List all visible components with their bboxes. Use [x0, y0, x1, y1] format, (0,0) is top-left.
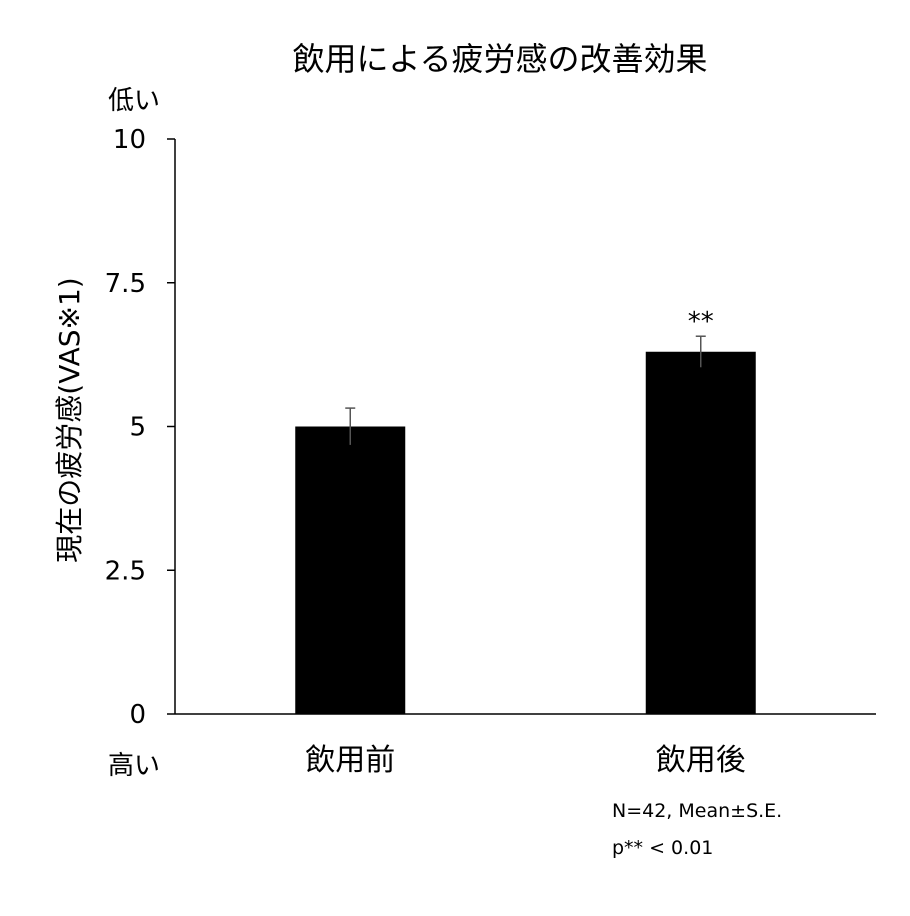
x-tick-label: 飲用前: [305, 743, 395, 778]
y-tick-label: 5: [129, 413, 146, 443]
chart-title: 飲用による疲労感の改善効果: [292, 40, 708, 78]
y-tick-label: 2.5: [105, 556, 146, 586]
note-significance: p** < 0.01: [612, 837, 714, 859]
y-tick-label: 7.5: [105, 269, 146, 299]
y-tick-label: 10: [113, 125, 146, 155]
x-tick-label: 飲用後: [656, 743, 746, 778]
bar: [645, 351, 756, 714]
note-sample: N=42, Mean±S.E.: [612, 800, 783, 822]
y-bottom-label: 高い: [108, 751, 161, 781]
significance-label: **: [688, 307, 714, 337]
y-tick-label: 0: [129, 700, 146, 730]
y-top-label: 低い: [108, 86, 161, 116]
bar: [295, 426, 406, 714]
